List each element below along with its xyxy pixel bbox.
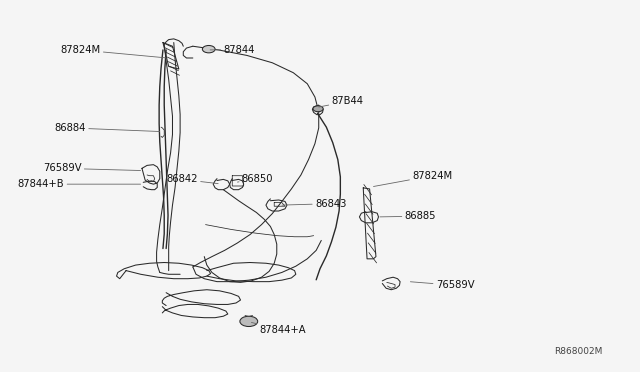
Text: 87824M: 87824M: [61, 45, 166, 58]
Text: 86842: 86842: [166, 174, 218, 185]
Text: 87B44: 87B44: [319, 96, 364, 107]
Text: 86843: 86843: [282, 199, 346, 209]
Text: 87844: 87844: [210, 45, 255, 55]
Text: 87844+A: 87844+A: [252, 323, 306, 335]
Circle shape: [313, 106, 323, 112]
Circle shape: [240, 316, 258, 327]
Text: 86885: 86885: [380, 211, 436, 221]
Text: 86884: 86884: [54, 123, 159, 133]
Text: 76589V: 76589V: [43, 163, 141, 173]
Circle shape: [202, 45, 215, 53]
Text: 76589V: 76589V: [410, 280, 474, 290]
Text: 86850: 86850: [237, 174, 273, 184]
Text: R868002M: R868002M: [555, 347, 603, 356]
Text: 87844+B: 87844+B: [18, 179, 141, 189]
Text: 87824M: 87824M: [374, 171, 452, 186]
